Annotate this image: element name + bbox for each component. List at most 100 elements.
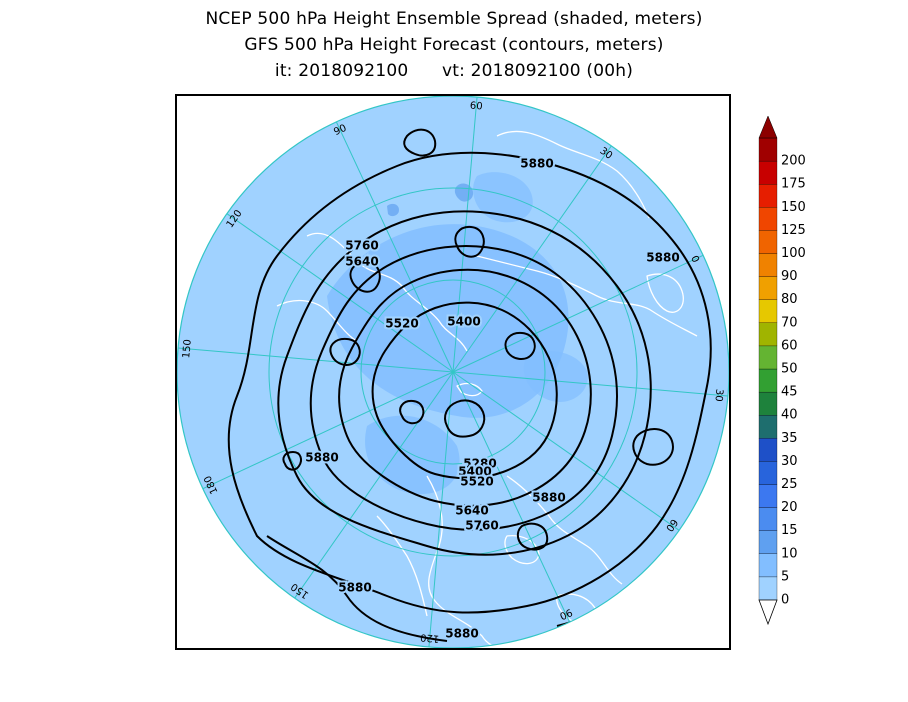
height-contours — [227, 128, 712, 642]
contour-label: 5880 — [532, 491, 565, 505]
longitude-label: 150 — [181, 339, 194, 359]
colorbar-swatches — [758, 115, 778, 626]
coastline — [476, 255, 698, 337]
colorbar-swatch — [758, 391, 778, 416]
coastline — [456, 382, 483, 397]
contour-label: 5880 — [520, 157, 553, 171]
contour-label: 5400 — [447, 315, 480, 329]
colorbar-swatch — [758, 137, 778, 162]
colorbar-label: 10 — [781, 546, 798, 561]
colorbar-label: 70 — [781, 315, 798, 330]
closed-contour — [516, 522, 549, 551]
meridian-line — [452, 254, 704, 373]
coastline — [496, 130, 650, 219]
colorbar-swatch — [758, 368, 778, 393]
map-frame: 60 30 0 30 60 90 120 150 180 150 120 90 5880 5880 576… — [175, 94, 731, 650]
colorbar-swatch — [758, 253, 778, 277]
latitude-circle — [360, 279, 546, 465]
colorbar-swatch — [758, 461, 778, 485]
colorbar-label: 200 — [781, 154, 806, 169]
colorbar-swatch — [758, 230, 778, 254]
colorbar-label: 35 — [781, 431, 798, 446]
latitude-circle — [268, 187, 638, 557]
spread-patch — [387, 203, 399, 217]
low-center — [454, 225, 485, 258]
contour-label: 5400 — [458, 465, 491, 479]
longitude-label: 30 — [712, 388, 724, 402]
colorbar-swatch — [758, 438, 778, 462]
colorbar-label: 30 — [781, 454, 798, 469]
closed-contour — [403, 128, 437, 157]
contour-5760 — [277, 210, 652, 556]
coastlines — [276, 130, 698, 648]
colorbar-swatch — [758, 299, 778, 323]
colorbar-swatch — [758, 553, 778, 578]
colorbar-label: 40 — [781, 408, 798, 423]
title-block: NCEP 500 hPa Height Ensemble Spread (sha… — [0, 6, 908, 84]
colorbar-swatch — [758, 576, 778, 601]
colorbar-label: 100 — [781, 246, 806, 261]
colorbar-swatch — [758, 484, 778, 508]
meridian-line — [452, 97, 478, 373]
colorbar-swatch — [758, 322, 778, 347]
meridian-line — [202, 371, 454, 490]
spread-patch — [327, 224, 569, 418]
colorbar-swatch — [758, 160, 778, 185]
coastline — [276, 299, 358, 342]
contour-5280 — [444, 399, 486, 438]
low-center — [504, 331, 536, 360]
contour-5400 — [371, 301, 558, 480]
colorbar-labels: 0 5 10 15 20 25 30 35 40 45 50 60 70 80 90 100 125 150 175… — [781, 154, 806, 608]
colorbar-label: 175 — [781, 177, 806, 192]
contour-label: 5520 — [385, 317, 418, 331]
contour-label: 5640 — [455, 504, 488, 518]
coastline — [376, 515, 428, 617]
meridian-line — [452, 371, 571, 623]
longitude-label: 90 — [558, 606, 574, 621]
coastline — [426, 475, 503, 648]
colorbar-label: 125 — [781, 223, 806, 238]
colorbar-swatch — [758, 184, 778, 208]
closed-contour — [282, 451, 302, 471]
colorbar-swatch — [758, 530, 778, 554]
title-times: it: 2018092100 vt: 2018092100 (00h) — [274, 61, 634, 81]
colorbar-label: 150 — [781, 200, 806, 215]
closed-contour — [632, 428, 674, 466]
spread-patch — [473, 172, 533, 223]
contour-label: 5760 — [345, 239, 378, 253]
coastline — [646, 273, 684, 313]
low-center — [349, 260, 381, 293]
colorbar-top-arrow — [758, 115, 778, 139]
spread-colorbar: 0 5 10 15 20 25 30 35 40 45 50 60 70 80 90 100 125 150 175… — [758, 115, 806, 626]
colorbar-label: 25 — [781, 477, 798, 492]
colorbar-label: 15 — [781, 523, 798, 538]
meridian-line — [335, 121, 454, 373]
colorbar-bottom-arrow — [758, 599, 778, 626]
longitude-label: 120 — [420, 631, 440, 644]
colorbar-label: 5 — [781, 569, 789, 584]
contour-label: 5880 — [338, 581, 371, 595]
low-center — [399, 399, 425, 425]
colorbar-label: 90 — [781, 269, 798, 284]
contour-label: 5520 — [460, 475, 493, 489]
contour-label: 5880 — [305, 451, 338, 465]
contour-label: 5640 — [345, 255, 378, 269]
meridian-line — [226, 213, 454, 373]
colorbar-label: 0 — [781, 593, 789, 608]
spread-shading — [327, 172, 588, 495]
contour-label: 5880 — [646, 251, 679, 265]
colorbar-swatch — [758, 345, 778, 370]
colorbar-label: 80 — [781, 292, 798, 307]
coastline — [506, 475, 623, 585]
meridian-line — [178, 347, 454, 373]
longitude-label: 90 — [332, 123, 348, 138]
low-center — [329, 337, 361, 366]
colorbar-label: 20 — [781, 500, 798, 515]
colorbar-swatch — [758, 276, 778, 300]
colorbar-label: 50 — [781, 362, 798, 377]
longitude-label: 0 — [688, 254, 701, 264]
meridian-line — [294, 371, 454, 599]
colorbar-swatch — [758, 415, 778, 439]
